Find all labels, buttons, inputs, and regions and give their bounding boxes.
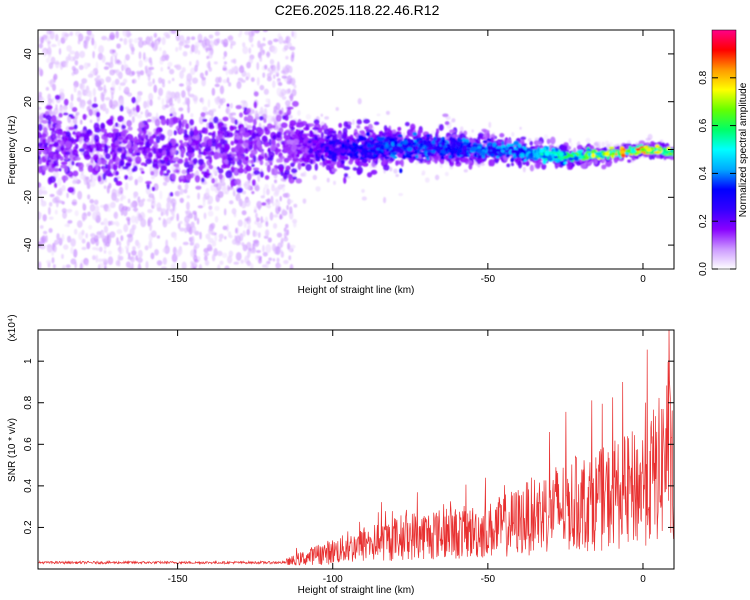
y-tick-label: 0.6: [23, 437, 34, 451]
y-tick-label: -40: [23, 237, 34, 252]
x-tick-label: -150: [168, 574, 188, 585]
x-tick-label: 0: [640, 574, 646, 585]
page-title: C2E6.2025.118.22.46.R12: [274, 2, 440, 18]
y-tick-label: -20: [23, 190, 34, 205]
snr-series-line: [38, 330, 674, 566]
snr-frame: [37, 329, 675, 570]
x-tick-label: -150: [168, 274, 188, 285]
colorbar-tick-label: 0.2: [698, 214, 709, 228]
snr-panel: -150 -100 -50 0 0.2 0.4 0.6 0.8 1 Height of str…: [7, 314, 675, 596]
colorbar-gradient: [712, 30, 736, 269]
colorbar: 0.0 0.2 0.4 0.6 0.8 Normalized spectral ampl…: [698, 29, 749, 276]
y-tick-label: 1: [23, 358, 34, 364]
snr-x-label: Height of straight line (km): [298, 585, 415, 596]
y-tick-label: 0: [23, 146, 34, 152]
spectrogram-y-label: Frequency (Hz): [7, 116, 18, 185]
spectrogram-heatmap: [38, 30, 674, 269]
colorbar-tick-label: 0.8: [698, 70, 709, 84]
y-tick-label: 40: [23, 48, 34, 60]
snr-y-axis: 0.2 0.4 0.6 0.8 1: [23, 358, 674, 534]
colorbar-tick-label: 0.0: [698, 262, 709, 276]
colorbar-tick-label: 0.6: [698, 118, 709, 132]
snr-plot-area: [38, 330, 674, 569]
snr-y-label: SNR (10 * v/v): [7, 418, 18, 482]
snr-x-axis: -150 -100 -50 0: [168, 330, 646, 585]
spectrogram-panel: -150 -100 -50 0 -40 -20 0 20 40 Height of strai…: [7, 29, 675, 296]
spectrogram-x-axis: -150 -100 -50 0: [168, 30, 646, 285]
colorbar-frame: [711, 29, 737, 270]
y-tick-label: 0.4: [23, 478, 34, 492]
snr-y-scale-label: (x10⁴): [7, 314, 18, 341]
spectrogram-x-label: Height of straight line (km): [298, 285, 415, 296]
y-tick-label: 20: [23, 96, 34, 108]
x-tick-label: -100: [323, 574, 343, 585]
x-tick-label: 0: [640, 274, 646, 285]
colorbar-label: Normalized spectral amplitude: [738, 82, 749, 217]
x-tick-label: -100: [323, 274, 343, 285]
y-tick-label: 0.8: [23, 395, 34, 409]
spectrogram-y-axis: -40 -20 0 20 40: [23, 48, 674, 252]
y-tick-label: 0.2: [23, 520, 34, 534]
colorbar-tick-label: 0.4: [698, 166, 709, 180]
colorbar-ticks: 0.0 0.2 0.4 0.6 0.8: [698, 70, 736, 276]
x-tick-label: -50: [481, 274, 496, 285]
x-tick-label: -50: [481, 574, 496, 585]
